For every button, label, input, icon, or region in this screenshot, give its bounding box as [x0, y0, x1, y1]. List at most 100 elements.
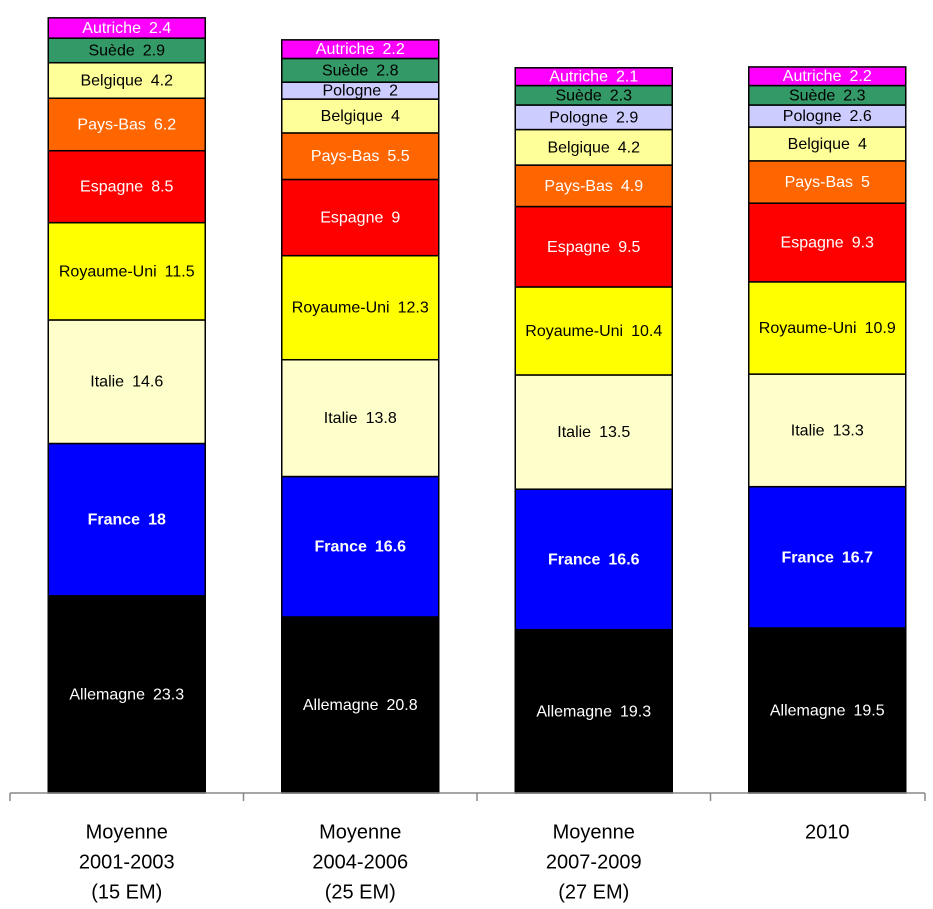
bar-segment [47, 17, 206, 39]
data-label: Suède 2.3 [555, 87, 632, 104]
data-label: Italie 13.5 [557, 424, 630, 441]
data-label: Suède 2.8 [322, 63, 399, 80]
data-label: Espagne 8.5 [80, 179, 174, 196]
data-label: France 16.6 [314, 539, 406, 556]
data-label: Allemagne 19.5 [770, 703, 885, 720]
series-name: Belgique [547, 140, 609, 157]
bar-segment [514, 374, 673, 490]
data-value: 2.9 [143, 43, 165, 60]
series-name: Autriche [82, 20, 141, 37]
data-label: Royaume-Uni 11.5 [59, 264, 195, 281]
data-value: 2.3 [610, 87, 632, 104]
data-value: 2.2 [382, 41, 404, 58]
x-tick-label: Moyenne [319, 821, 401, 843]
data-label: Italie 13.3 [791, 423, 864, 440]
data-label: Italie 14.6 [90, 374, 163, 391]
data-value: 4.2 [618, 140, 640, 157]
data-value: 23.3 [153, 687, 184, 704]
data-value: 6.2 [154, 117, 176, 134]
series-name: Italie [791, 423, 825, 440]
data-label: Royaume-Uni 10.4 [525, 323, 662, 340]
data-value: 2.9 [616, 109, 638, 126]
data-value: 20.8 [386, 697, 417, 714]
data-value: 2.1 [616, 69, 638, 86]
series-name: Suède [88, 43, 134, 60]
bar-segment [47, 595, 206, 794]
data-label: Pays-Bas 5 [785, 174, 870, 191]
data-value: 2 [389, 83, 398, 100]
data-label: Autriche 2.1 [549, 69, 638, 86]
series-name: Pologne [322, 83, 381, 100]
series-name: Royaume-Uni [292, 300, 390, 317]
data-label: Royaume-Uni 10.9 [759, 320, 896, 337]
data-label: France 16.6 [548, 552, 640, 569]
data-value: 16.6 [608, 552, 639, 569]
data-value: 10.9 [865, 320, 896, 337]
data-value: 4 [391, 108, 400, 125]
series-name: Suède [322, 63, 368, 80]
data-value: 2.4 [149, 20, 171, 37]
data-label: Italie 13.8 [324, 410, 397, 427]
data-label: Belgique 4.2 [547, 140, 640, 157]
bar-segment [748, 485, 907, 629]
series-name: Allemagne [770, 703, 846, 720]
data-value: 12.3 [398, 300, 429, 317]
bar-segment [47, 37, 206, 64]
data-label: Espagne 9.3 [781, 235, 875, 252]
bar-segment [281, 98, 440, 134]
x-tick-label: Moyenne [553, 821, 635, 843]
data-value: 9.3 [852, 235, 874, 252]
data-label: Allemagne 20.8 [303, 697, 418, 714]
series-name: Royaume-Uni [759, 320, 857, 337]
series-name: France [88, 512, 141, 529]
data-value: 19.5 [853, 703, 884, 720]
bar-segment [514, 104, 673, 131]
data-label: Allemagne 19.3 [536, 704, 651, 721]
bar-segment [281, 254, 440, 361]
x-tick-label: 2010 [805, 821, 850, 843]
bar-segment [281, 39, 440, 60]
series-name: Belgique [80, 73, 142, 90]
data-label: France 16.7 [781, 550, 873, 567]
data-label: Belgique 4 [321, 108, 400, 125]
bar-segment [748, 281, 907, 375]
bar-segment [514, 488, 673, 631]
data-value: 16.6 [375, 539, 406, 556]
data-value: 8.5 [151, 179, 173, 196]
data-value: 2.8 [376, 63, 398, 80]
series-name: Autriche [549, 69, 608, 86]
data-label: Pays-Bas 6.2 [77, 117, 176, 134]
series-name: Espagne [320, 210, 383, 227]
bar-segment [47, 442, 206, 597]
series-name: Belgique [788, 136, 850, 153]
series-name: Espagne [781, 235, 844, 252]
series-name: Espagne [80, 179, 143, 196]
data-value: 10.4 [631, 323, 662, 340]
series-name: Suède [789, 87, 835, 104]
data-value: 5.5 [387, 148, 409, 165]
data-value: 13.3 [833, 423, 864, 440]
data-value: 9.5 [618, 239, 640, 256]
series-name: Pays-Bas [785, 174, 853, 191]
data-value: 14.6 [132, 374, 163, 391]
series-name: Pays-Bas [544, 178, 612, 195]
bar-segment [748, 373, 907, 488]
data-label: Autriche 2.2 [316, 41, 405, 58]
series-name: Allemagne [303, 697, 379, 714]
data-value: 9 [391, 210, 400, 227]
data-label: Pays-Bas 4.9 [544, 178, 643, 195]
x-tick-label: Moyenne [86, 821, 168, 843]
series-name: Pologne [549, 109, 608, 126]
bar-segment [748, 126, 907, 162]
bar-segment [748, 627, 907, 794]
series-name: Italie [90, 374, 124, 391]
bar-segment [47, 221, 206, 321]
data-label: Espagne 9 [320, 210, 400, 227]
data-value: 4.2 [151, 73, 173, 90]
data-label: Autriche 2.4 [82, 20, 171, 37]
bar-segment [514, 286, 673, 376]
series-name: Italie [324, 410, 358, 427]
series-name: France [314, 539, 367, 556]
x-tick-label: (25 EM) [325, 881, 396, 903]
